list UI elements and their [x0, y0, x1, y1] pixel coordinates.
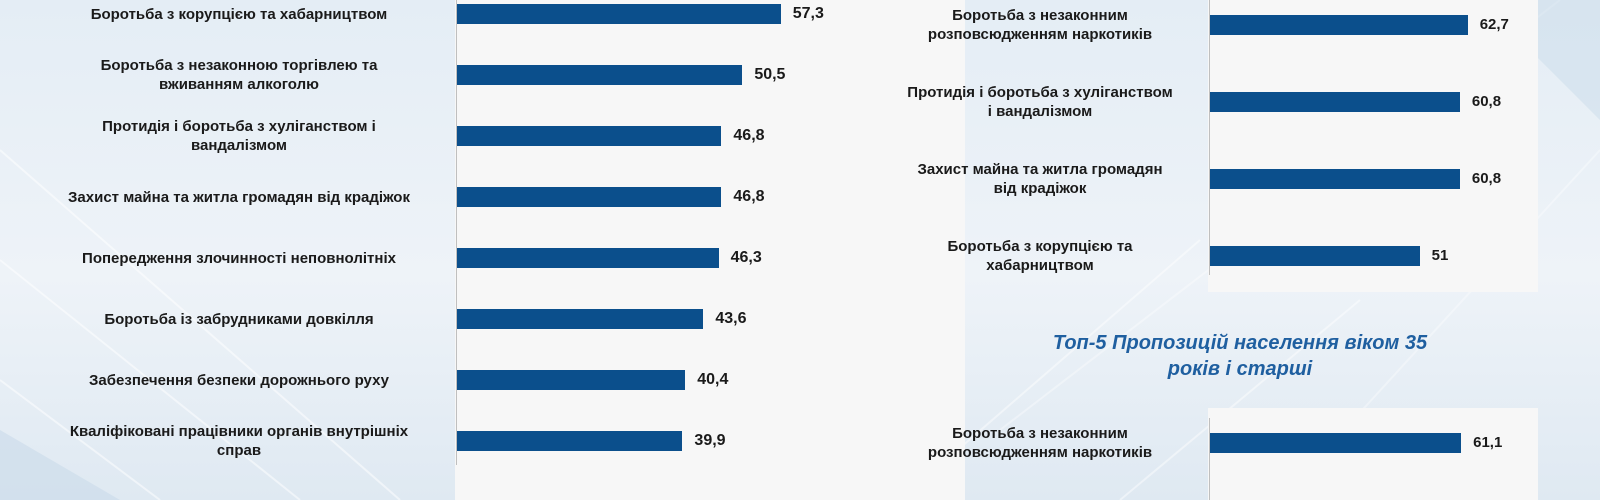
- chart-3-bar: [1210, 433, 1462, 453]
- chart-2-bar: [1210, 15, 1468, 35]
- chart-1-category-label-line: вандалізмом: [190, 137, 288, 154]
- chart-1-value-label: 46,8: [733, 188, 765, 205]
- chart-2-value-label: 60,8: [1471, 170, 1502, 187]
- chart-1-value-label: 46,8: [733, 127, 765, 144]
- chart-2-value-label: 60,8: [1471, 93, 1502, 110]
- chart-3-title-line-2: років і старші: [1167, 358, 1313, 380]
- chart-2-category-label-line: хабарництвом: [986, 257, 1094, 274]
- chart-1-category-label-line: Попередження злочинності неповнолітніх: [82, 249, 396, 267]
- chart-2-category-label: Протидія і боротьба з хуліганством і ванд…: [880, 78, 1200, 126]
- chart-1-category-label: Захист майна та житла громадян від краді…: [30, 173, 448, 221]
- chart-2-category-label: Захист майна та житла громадян від крадіж…: [880, 155, 1200, 203]
- chart-2-category-label-line: Захист майна та житла громадян: [917, 161, 1163, 178]
- chart-1-category-label-line: вживанням алкоголю: [159, 76, 319, 93]
- chart-2-panel: [1208, 0, 1538, 292]
- chart-1-category-label: Боротьба з незаконною торгівлею та вживан…: [30, 51, 448, 99]
- chart-1-bar: [457, 370, 686, 390]
- chart-1-bar: [457, 309, 704, 329]
- chart-3-title: Топ-5 Пропозицій населення віком 35 рокі…: [985, 330, 1495, 382]
- chart-1-category-label-line: Захист майна та житла громадян від краді…: [68, 188, 410, 206]
- chart-2-axis: [1209, 0, 1210, 275]
- chart-1-category-label-line: Боротьба з корупцією та хабарництвом: [90, 5, 388, 23]
- chart-2-bar: [1210, 246, 1420, 266]
- chart-2-category-label: Боротьба з корупцією та хабарництвом: [880, 232, 1200, 280]
- chart-1-value-label: 40,4: [697, 371, 729, 388]
- chart-2-category-label-line: розповсюдженням наркотиків: [927, 26, 1153, 43]
- chart-1-category-label-line: справ: [216, 442, 262, 459]
- chart-1-category-label-line: Боротьба з незаконною торгівлею та: [100, 57, 378, 74]
- chart-2-value-label: 62,7: [1479, 16, 1509, 33]
- chart-1-category-label: Протидія і боротьба з хуліганством і ванд…: [30, 112, 448, 160]
- chart-3-title-line-1: Топ-5 Пропозицій населення віком 35: [1052, 332, 1428, 354]
- chart-1-bar: [457, 431, 683, 451]
- chart-1-category-label: Боротьба з корупцією та хабарництвом: [30, 0, 448, 38]
- chart-1-category-label: Боротьба із забрудниками довкілля: [30, 295, 448, 343]
- chart-1-value-label: 46,3: [730, 249, 762, 266]
- chart-3-category-label-line: розповсюдженням наркотиків: [927, 444, 1153, 461]
- chart-1-value-label: 50,5: [754, 66, 786, 83]
- chart-3-axis: [1209, 418, 1210, 500]
- chart-3-category-label: Боротьба з незаконним розповсюдженням нар…: [880, 419, 1200, 467]
- chart-2-value-label: 51: [1431, 247, 1449, 264]
- chart-1-category-label: Попередження злочинності неповнолітніх: [30, 234, 448, 282]
- chart-2-category-label-line: Протидія і боротьба з хуліганством: [907, 84, 1173, 101]
- chart-2-category-label-line: Боротьба з корупцією та: [947, 238, 1133, 255]
- chart-2-category-label-line: і вандалізмом: [987, 103, 1093, 120]
- chart-1-value-label: 43,6: [715, 310, 747, 327]
- chart-2-bar: [1210, 169, 1460, 189]
- chart-1-category-label-line: Кваліфіковані працівники органів внутріш…: [69, 423, 409, 440]
- chart-2-category-label: Боротьба з незаконним розповсюдженням нар…: [880, 1, 1200, 49]
- chart-1-bar: [457, 4, 781, 24]
- chart-1-bar: [457, 187, 722, 207]
- chart-1-value-label: 39,9: [694, 432, 726, 449]
- chart-1-category-label-line: Боротьба із забрудниками довкілля: [104, 310, 374, 328]
- chart-1-bar: [457, 65, 743, 85]
- chart-3-value-label: 61,1: [1473, 434, 1503, 451]
- chart-1-category-label-line: Забезпечення безпеки дорожнього руху: [89, 371, 389, 389]
- chart-1-category-label-line: Протидія і боротьба з хуліганством і: [102, 118, 376, 135]
- chart-3-panel: [1208, 408, 1538, 500]
- chart-1-value-label: 57,3: [792, 5, 824, 22]
- chart-1-axis: [456, 0, 457, 465]
- chart-1-category-label: Забезпечення безпеки дорожнього руху: [30, 356, 448, 404]
- chart-2-category-label-line: Боротьба з незаконним: [952, 7, 1128, 24]
- chart-1-bar: [457, 248, 719, 268]
- chart-3-category-label-line: Боротьба з незаконним: [952, 425, 1128, 442]
- chart-2-category-label-line: від крадіжок: [993, 180, 1087, 197]
- chart-2-bar: [1210, 92, 1460, 112]
- chart-1-category-label: Кваліфіковані працівники органів внутріш…: [30, 417, 448, 465]
- chart-1-bar: [457, 126, 722, 146]
